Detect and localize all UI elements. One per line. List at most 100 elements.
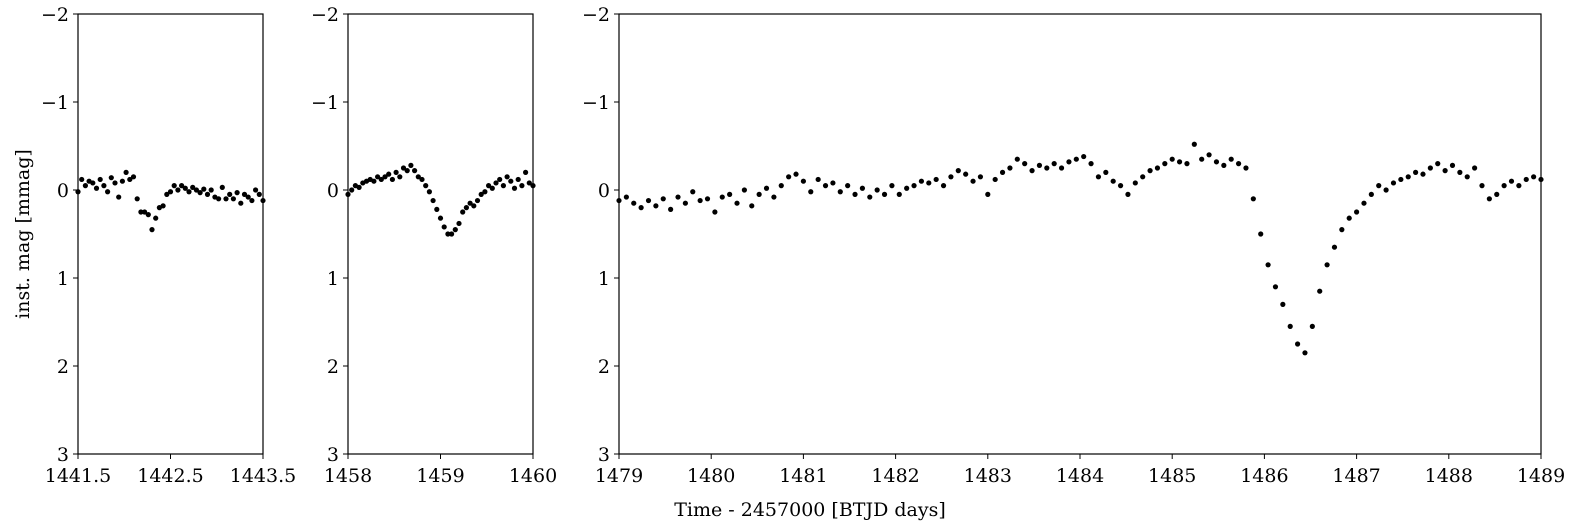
data-point — [1531, 174, 1537, 180]
data-point — [977, 174, 984, 180]
data-point — [467, 200, 473, 206]
data-point — [1405, 174, 1411, 180]
y-tick-label: 1 — [57, 268, 69, 290]
data-point — [253, 187, 259, 193]
data-point — [1022, 161, 1028, 167]
data-point — [175, 187, 181, 193]
data-point — [93, 185, 100, 191]
y-tick-label: 0 — [598, 180, 610, 202]
data-point — [82, 183, 88, 189]
data-point — [896, 191, 902, 197]
data-point — [1390, 180, 1397, 186]
data-point — [208, 187, 214, 193]
data-point — [375, 174, 381, 180]
data-point — [1088, 161, 1094, 167]
y-tick-label: −1 — [311, 92, 339, 114]
data-point — [412, 168, 418, 174]
data-point — [1132, 180, 1138, 186]
data-point — [763, 185, 770, 191]
data-point — [1494, 191, 1500, 197]
data-point — [219, 184, 225, 190]
data-point — [426, 189, 432, 195]
x-tick-label: 1480 — [687, 465, 735, 487]
data-point — [1331, 244, 1338, 250]
data-point — [675, 194, 681, 200]
data-point — [441, 224, 447, 230]
data-point — [179, 183, 185, 189]
data-point — [227, 191, 233, 197]
data-point — [999, 169, 1006, 175]
y-tick-label: 1 — [327, 268, 339, 290]
data-point — [1486, 196, 1492, 202]
x-tick-label: 1458 — [324, 465, 372, 487]
data-point — [1457, 169, 1463, 175]
data-point — [623, 194, 629, 200]
data-point — [1066, 159, 1072, 165]
data-point — [471, 203, 477, 209]
data-point — [1442, 168, 1448, 174]
data-point — [741, 187, 747, 193]
x-tick-label: 1442.5 — [137, 465, 203, 487]
data-point — [638, 205, 644, 211]
data-point — [419, 176, 425, 183]
data-point — [134, 196, 140, 202]
data-point — [1095, 174, 1102, 180]
x-axis-label: Time - 2457000 [BTJD days] — [674, 499, 946, 521]
data-point — [389, 176, 395, 183]
data-point — [197, 190, 203, 196]
data-point — [478, 191, 484, 197]
data-point — [201, 186, 207, 192]
data-point — [719, 194, 725, 200]
data-point — [867, 194, 873, 200]
data-point — [349, 187, 355, 193]
data-point — [193, 187, 199, 193]
data-point — [249, 197, 255, 204]
y-tick-label: −2 — [582, 4, 610, 26]
y-tick-label: −1 — [582, 92, 610, 114]
data-point — [645, 197, 652, 204]
data-point — [1309, 323, 1315, 329]
data-point — [145, 212, 151, 218]
data-point — [1346, 215, 1352, 221]
data-point — [1383, 187, 1389, 193]
data-point — [526, 180, 532, 186]
data-point — [456, 220, 462, 227]
data-point — [408, 162, 414, 168]
data-point — [256, 191, 262, 197]
data-point — [1265, 262, 1271, 268]
y-tick-label: 3 — [57, 444, 69, 466]
data-point — [771, 194, 777, 200]
data-point — [127, 176, 133, 183]
data-point — [1199, 156, 1205, 162]
data-point — [1162, 161, 1168, 167]
data-point — [1051, 161, 1057, 167]
x-tick-label: 1484 — [1056, 465, 1104, 487]
x-tick-label: 1482 — [871, 465, 919, 487]
data-point — [793, 171, 799, 177]
data-point — [704, 196, 711, 202]
data-point — [1176, 159, 1183, 165]
data-point — [474, 197, 481, 204]
x-tick-label: 1443.5 — [230, 465, 296, 487]
data-point — [238, 200, 244, 206]
x-tick-label: 1459 — [416, 465, 464, 487]
data-point — [186, 189, 192, 195]
y-tick-label: 0 — [57, 180, 69, 202]
data-point — [108, 175, 114, 181]
x-tick-label: 1486 — [1240, 465, 1288, 487]
data-point — [815, 176, 821, 183]
data-point — [1147, 168, 1153, 174]
plot-frame — [347, 13, 534, 455]
data-point — [1435, 161, 1441, 167]
data-point — [734, 200, 740, 206]
data-point — [933, 176, 939, 183]
data-point — [1235, 161, 1242, 167]
data-point — [697, 197, 703, 204]
y-tick-label: 2 — [57, 356, 69, 378]
data-point — [1073, 156, 1079, 162]
data-point — [631, 200, 637, 206]
data-point — [171, 183, 177, 189]
data-point — [1427, 165, 1433, 171]
data-point — [1117, 183, 1124, 189]
